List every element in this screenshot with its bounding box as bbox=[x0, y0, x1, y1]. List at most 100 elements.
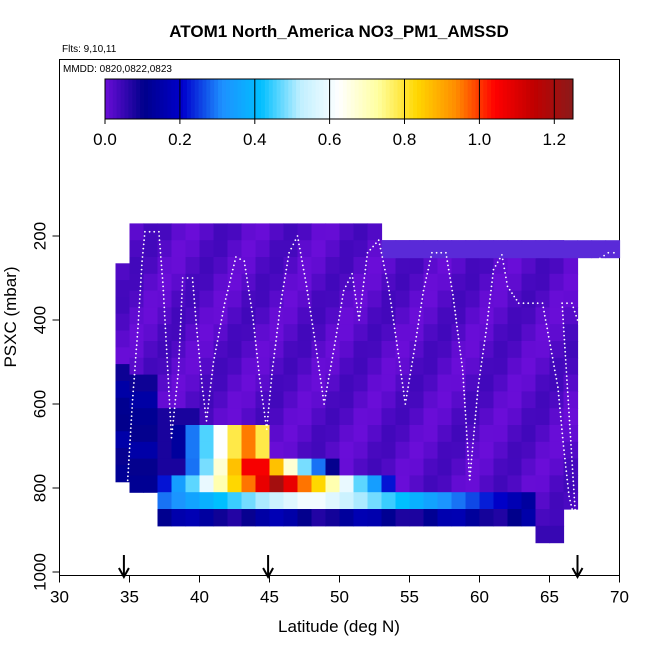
heatmap-cell bbox=[241, 425, 257, 443]
heatmap-cell bbox=[479, 324, 495, 342]
colorbar-segment bbox=[413, 79, 418, 119]
heatmap-cell bbox=[339, 441, 355, 460]
track-point bbox=[263, 411, 266, 414]
colorbar-segment bbox=[214, 79, 219, 119]
colorbar-segment bbox=[378, 79, 383, 119]
heatmap-cell bbox=[199, 341, 215, 359]
track-point bbox=[559, 415, 562, 418]
heatmap-cell bbox=[395, 509, 411, 527]
track-point bbox=[275, 340, 277, 342]
heatmap-cell bbox=[381, 357, 397, 376]
track-point bbox=[388, 293, 391, 296]
track-point bbox=[402, 390, 405, 393]
colorbar-segment bbox=[132, 79, 137, 119]
track-point bbox=[175, 394, 177, 397]
heatmap-cell bbox=[409, 492, 425, 510]
heatmap-cell bbox=[353, 357, 369, 376]
track-point bbox=[452, 297, 455, 300]
heatmap-cell bbox=[367, 324, 383, 342]
heatmap-cell bbox=[185, 357, 201, 376]
colorbar-segment bbox=[303, 79, 309, 119]
heatmap-cell bbox=[241, 475, 257, 493]
heatmap-cell bbox=[381, 374, 397, 392]
track-point bbox=[472, 438, 475, 441]
track-point bbox=[178, 349, 181, 352]
track-point bbox=[127, 467, 130, 470]
heatmap-cell bbox=[171, 290, 187, 308]
heatmap-cell bbox=[129, 374, 145, 392]
track-point bbox=[420, 306, 422, 309]
track-point bbox=[477, 386, 479, 389]
heatmap-cell bbox=[255, 307, 271, 325]
track-point bbox=[563, 342, 566, 345]
heatmap-cell bbox=[479, 391, 495, 409]
track-point bbox=[469, 470, 472, 473]
heatmap-cell bbox=[129, 273, 145, 292]
track-point bbox=[462, 381, 465, 384]
heatmap-cell bbox=[479, 307, 495, 325]
track-point bbox=[387, 285, 390, 288]
track-point bbox=[159, 243, 161, 246]
track-point bbox=[556, 382, 558, 384]
track-point bbox=[582, 306, 585, 309]
track-point bbox=[607, 251, 610, 254]
track-point bbox=[336, 327, 339, 330]
heatmap-cell bbox=[367, 391, 383, 409]
heatmap-cell bbox=[493, 357, 509, 376]
track-point bbox=[249, 302, 252, 305]
track-point bbox=[196, 335, 199, 338]
heatmap-cell bbox=[367, 408, 383, 426]
track-point bbox=[231, 268, 234, 271]
track-point bbox=[319, 377, 322, 380]
heatmap-cell bbox=[423, 441, 439, 460]
heatmap-cell bbox=[143, 257, 159, 275]
track-point bbox=[486, 323, 488, 326]
heatmap-cell bbox=[227, 357, 243, 376]
heatmap-cell bbox=[437, 458, 453, 476]
heatmap-cell bbox=[563, 425, 579, 443]
heatmap-cell bbox=[423, 458, 439, 476]
heatmap-cell bbox=[451, 408, 467, 426]
track-point bbox=[416, 327, 419, 330]
heatmap-cell bbox=[227, 307, 243, 325]
heatmap-cell bbox=[311, 223, 327, 241]
heatmap-cell bbox=[465, 240, 481, 259]
heatmap-cell bbox=[269, 408, 285, 426]
heatmap-cell bbox=[395, 408, 411, 426]
track-point bbox=[359, 310, 361, 313]
track-point bbox=[574, 520, 577, 523]
colorbar-segment bbox=[498, 79, 504, 119]
track-point bbox=[565, 363, 567, 365]
track-point bbox=[470, 462, 473, 465]
heatmap-cell bbox=[339, 240, 355, 258]
heatmap-cell bbox=[437, 324, 453, 342]
heatmap-cell bbox=[325, 223, 341, 241]
track-point bbox=[305, 281, 307, 284]
heatmap-cell bbox=[129, 391, 145, 409]
track-point bbox=[375, 242, 377, 245]
heatmap-cell bbox=[213, 324, 229, 342]
x-axis-label: Latitude (deg N) bbox=[278, 617, 400, 636]
track-point bbox=[494, 265, 497, 267]
heatmap-cell bbox=[493, 324, 509, 342]
heatmap-cell bbox=[507, 341, 523, 359]
track-point bbox=[557, 394, 560, 397]
track-point bbox=[545, 323, 548, 326]
heatmap-cell bbox=[535, 509, 551, 527]
heatmap-cell bbox=[143, 223, 159, 241]
heatmap-cell bbox=[227, 441, 243, 460]
colorbar-tick-label: 1.2 bbox=[542, 130, 566, 149]
track-point bbox=[503, 267, 506, 270]
heatmap-cell bbox=[199, 290, 215, 308]
track-point bbox=[192, 289, 195, 292]
heatmap-cell bbox=[213, 441, 229, 460]
track-point bbox=[335, 335, 337, 338]
track-point bbox=[315, 348, 318, 351]
track-point bbox=[490, 285, 493, 288]
track-point bbox=[244, 268, 247, 271]
heatmap-cell bbox=[339, 357, 355, 376]
track-point bbox=[195, 327, 198, 330]
heatmap-cell bbox=[115, 380, 131, 399]
track-point bbox=[555, 377, 558, 380]
heatmap-cell bbox=[157, 324, 173, 342]
